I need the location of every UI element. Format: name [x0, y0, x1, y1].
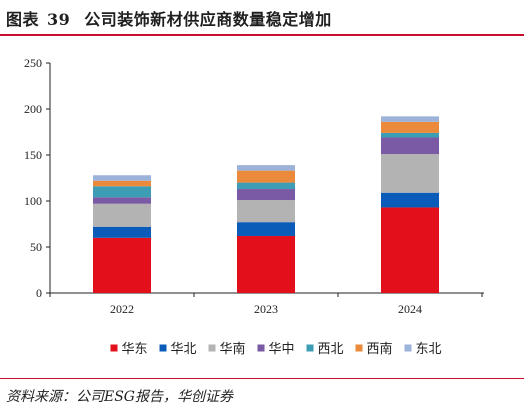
- bar-2023-华中: [237, 189, 295, 201]
- figure-number: 39: [47, 10, 71, 29]
- bar-2023-西南: [237, 170, 295, 183]
- x-tick-label: 2023: [254, 302, 278, 316]
- title-divider: [0, 34, 524, 36]
- x-tick-label: 2022: [110, 302, 134, 316]
- source-note: 资料来源：公司ESG报告，华创证券: [6, 389, 233, 405]
- chart-title: 图表 39 公司装饰新材供应商数量稳定增加: [6, 6, 332, 30]
- bar-2023-华南: [237, 200, 295, 223]
- legend-label: 西北: [318, 342, 344, 357]
- bar-2023-华北: [237, 222, 295, 236]
- legend-swatch-西南: [355, 344, 363, 352]
- legend-swatch-华中: [257, 344, 265, 352]
- y-tick-label: 250: [24, 56, 42, 70]
- y-tick-label: 150: [24, 148, 42, 162]
- legend-label: 华中: [269, 342, 295, 357]
- bar-2024-东北: [381, 116, 439, 122]
- legend-swatch-华南: [208, 344, 216, 352]
- bar-2022-华中: [93, 197, 151, 204]
- bar-2022-华东: [93, 237, 151, 293]
- bar-2024-华北: [381, 192, 439, 208]
- y-tick-label: 0: [36, 286, 42, 300]
- legend-label: 华南: [220, 341, 246, 357]
- source-divider: [0, 378, 524, 379]
- y-tick-label: 200: [24, 102, 42, 116]
- legend-swatch-东北: [404, 344, 412, 352]
- bar-2023-华东: [237, 235, 295, 293]
- title-text: 公司装饰新材供应商数量稳定增加: [84, 10, 332, 29]
- y-tick-label: 50: [30, 240, 42, 254]
- legend-swatch-华北: [159, 344, 167, 352]
- bar-2024-华南: [381, 154, 439, 193]
- bar-2024-华东: [381, 207, 439, 293]
- legend-label: 华东: [122, 342, 148, 357]
- y-tick-label: 100: [24, 194, 42, 208]
- x-tick-label: 2024: [398, 302, 422, 316]
- bar-2024-西北: [381, 132, 439, 138]
- bar-2022-华南: [93, 203, 151, 227]
- legend-swatch-西北: [306, 344, 314, 352]
- bar-2023-西北: [237, 182, 295, 190]
- legend-label: 华北: [171, 342, 197, 357]
- bar-2022-西南: [93, 180, 151, 187]
- bar-2024-西南: [381, 121, 439, 133]
- bar-2024-华中: [381, 137, 439, 155]
- legend-label: 东北: [416, 342, 442, 357]
- bar-2022-西北: [93, 186, 151, 198]
- bar-2023-东北: [237, 165, 295, 171]
- figure-label: 图表: [6, 10, 40, 29]
- bar-2022-东北: [93, 175, 151, 181]
- legend-label: 西南: [367, 341, 393, 357]
- legend-swatch-华东: [110, 344, 118, 352]
- bar-2022-华北: [93, 226, 151, 238]
